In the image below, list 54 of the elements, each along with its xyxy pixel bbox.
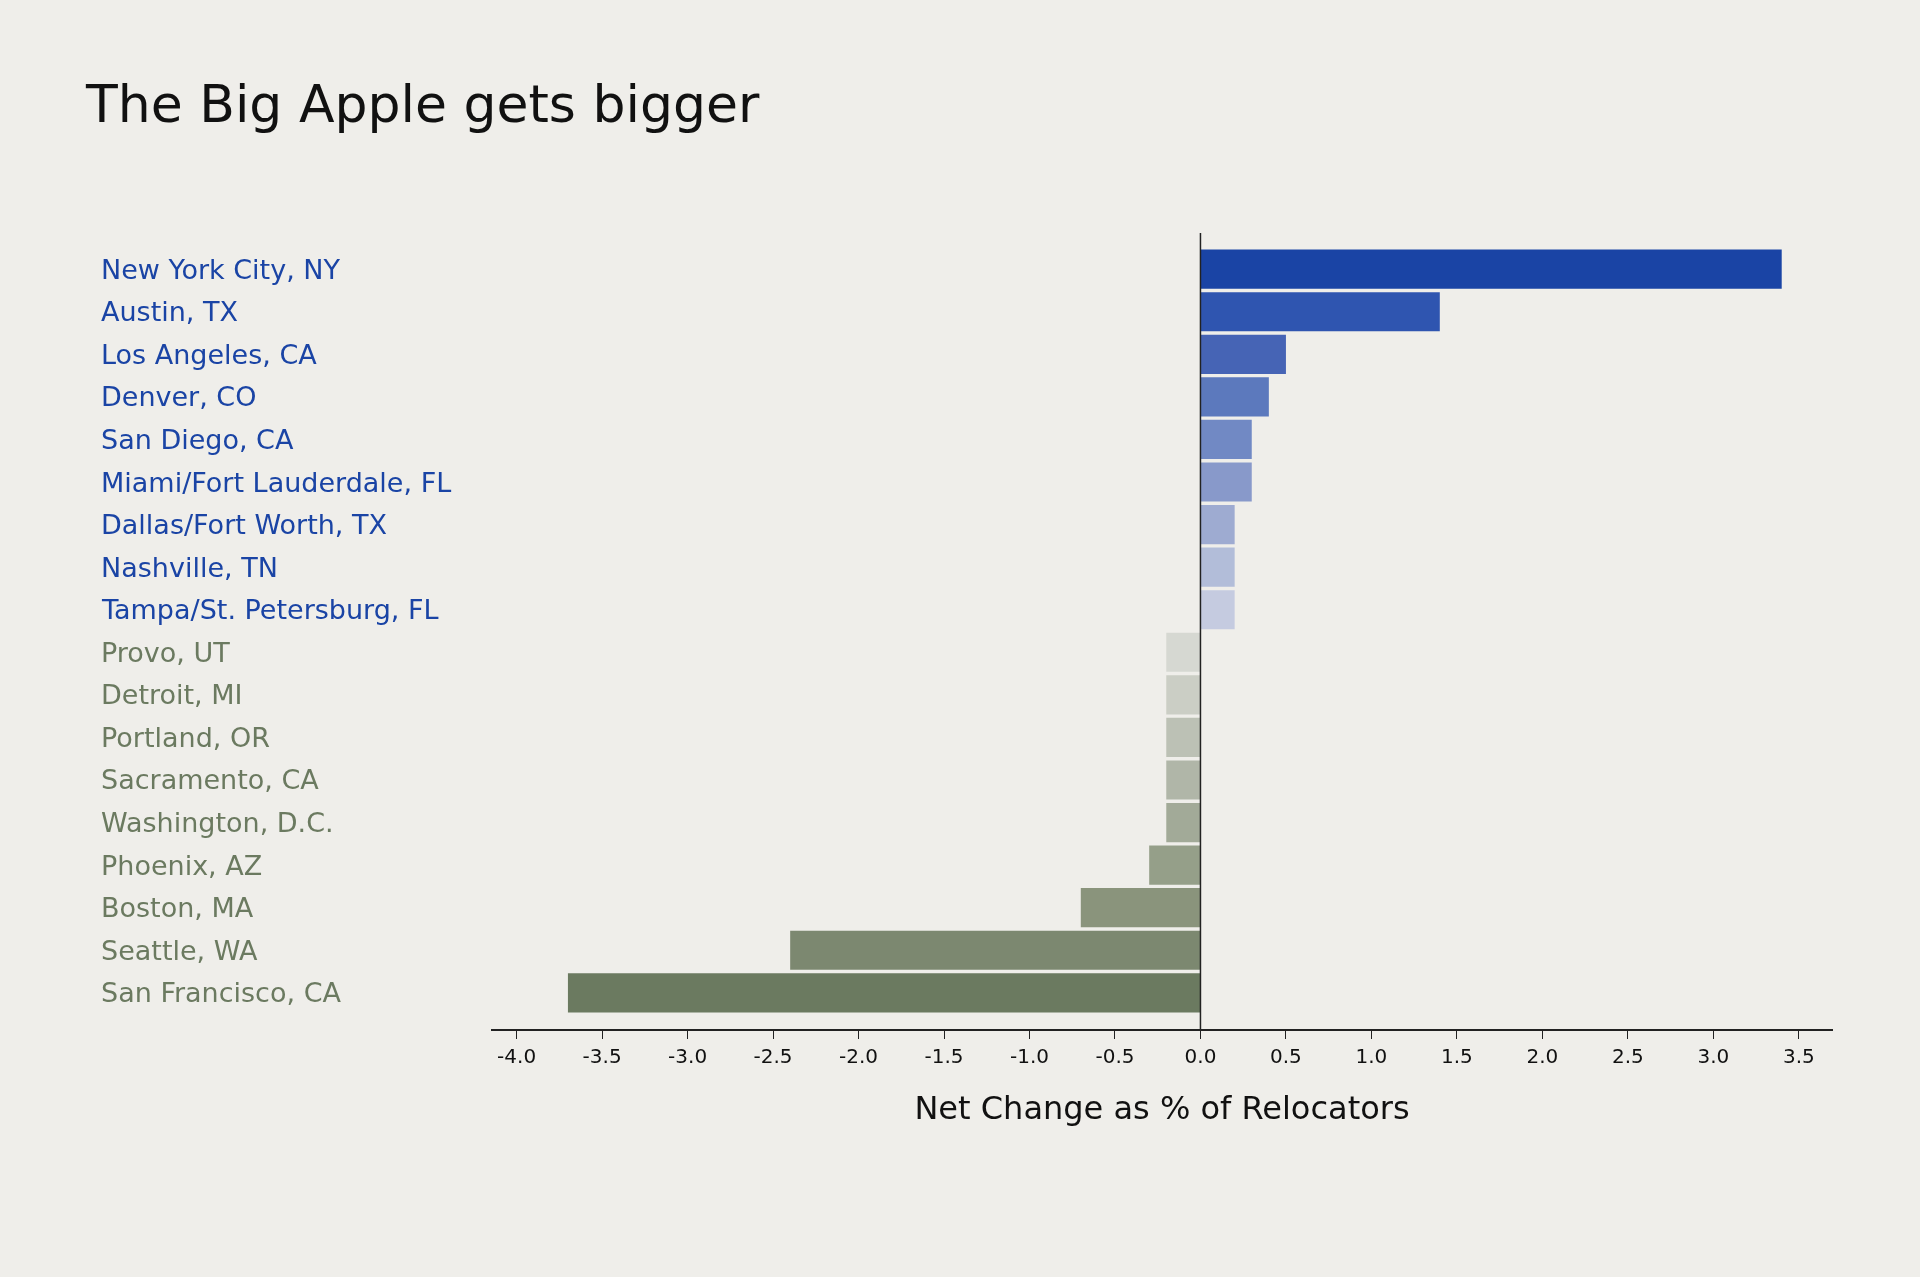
bar	[1200, 377, 1269, 417]
y-tick-label: Denver, CO	[101, 381, 257, 412]
bar	[1200, 462, 1252, 502]
bar	[1200, 590, 1235, 630]
x-tick-label: 1.0	[1355, 1043, 1388, 1068]
bar	[1166, 717, 1201, 757]
x-tick-label: -1.5	[924, 1043, 964, 1068]
bar	[1166, 802, 1201, 843]
y-tick-label: Dallas/Fort Worth, TX	[101, 509, 387, 540]
y-tick-label: San Francisco, CA	[101, 977, 342, 1008]
x-tick-label: -2.0	[839, 1043, 879, 1068]
x-tick-label: 3.5	[1782, 1043, 1815, 1068]
bar	[1166, 675, 1201, 715]
x-tick-label: -4.0	[497, 1043, 537, 1068]
y-tick-label: Austin, TX	[101, 296, 239, 327]
y-tick-label: Los Angeles, CA	[101, 339, 318, 370]
x-tick-label: -3.0	[668, 1043, 708, 1068]
x-tick-label: -2.5	[753, 1043, 793, 1068]
x-tick-label: -3.5	[582, 1043, 622, 1068]
x-tick-label: -1.0	[1009, 1043, 1050, 1068]
bar	[1200, 547, 1235, 587]
y-tick-label: Tampa/St. Petersburg, FL	[101, 594, 439, 625]
bar	[1200, 505, 1235, 545]
bar	[1166, 760, 1201, 800]
y-tick-label: Detroit, MI	[101, 679, 243, 710]
bar	[1200, 249, 1782, 289]
x-tick-label: 2.5	[1611, 1043, 1644, 1068]
y-tick-label: Washington, D.C.	[101, 807, 334, 838]
bar	[1200, 292, 1440, 332]
y-tick-label: New York City, NY	[101, 254, 341, 285]
x-tick-label: 2.0	[1526, 1043, 1559, 1068]
x-tick-label: 0.0	[1184, 1043, 1217, 1068]
bar	[1080, 888, 1201, 928]
chart-title: The Big Apple gets bigger	[85, 74, 760, 135]
y-tick-label: San Diego, CA	[101, 424, 294, 455]
y-tick-label: Portland, OR	[101, 722, 271, 753]
y-tick-label: Phoenix, AZ	[101, 850, 263, 881]
y-tick-label: Nashville, TN	[101, 552, 278, 583]
bar	[1166, 632, 1201, 672]
bar	[1200, 419, 1252, 460]
x-tick-label: 3.0	[1697, 1043, 1730, 1068]
x-tick-label: 1.5	[1440, 1043, 1473, 1068]
y-tick-label: Boston, MA	[101, 892, 254, 923]
bar	[1149, 845, 1201, 885]
bar	[790, 930, 1201, 970]
y-tick-label: Sacramento, CA	[101, 764, 320, 795]
y-tick-label: Seattle, WA	[101, 935, 258, 966]
y-tick-label: Miami/Fort Lauderdale, FL	[101, 467, 452, 498]
y-tick-label: Provo, UT	[101, 637, 231, 668]
bar	[1200, 334, 1286, 374]
x-axis-title: Net Change as % of Relocators	[914, 1089, 1410, 1128]
x-tick-label: -0.5	[1095, 1043, 1135, 1068]
x-tick-label: 0.5	[1270, 1043, 1302, 1068]
bar	[567, 973, 1201, 1013]
